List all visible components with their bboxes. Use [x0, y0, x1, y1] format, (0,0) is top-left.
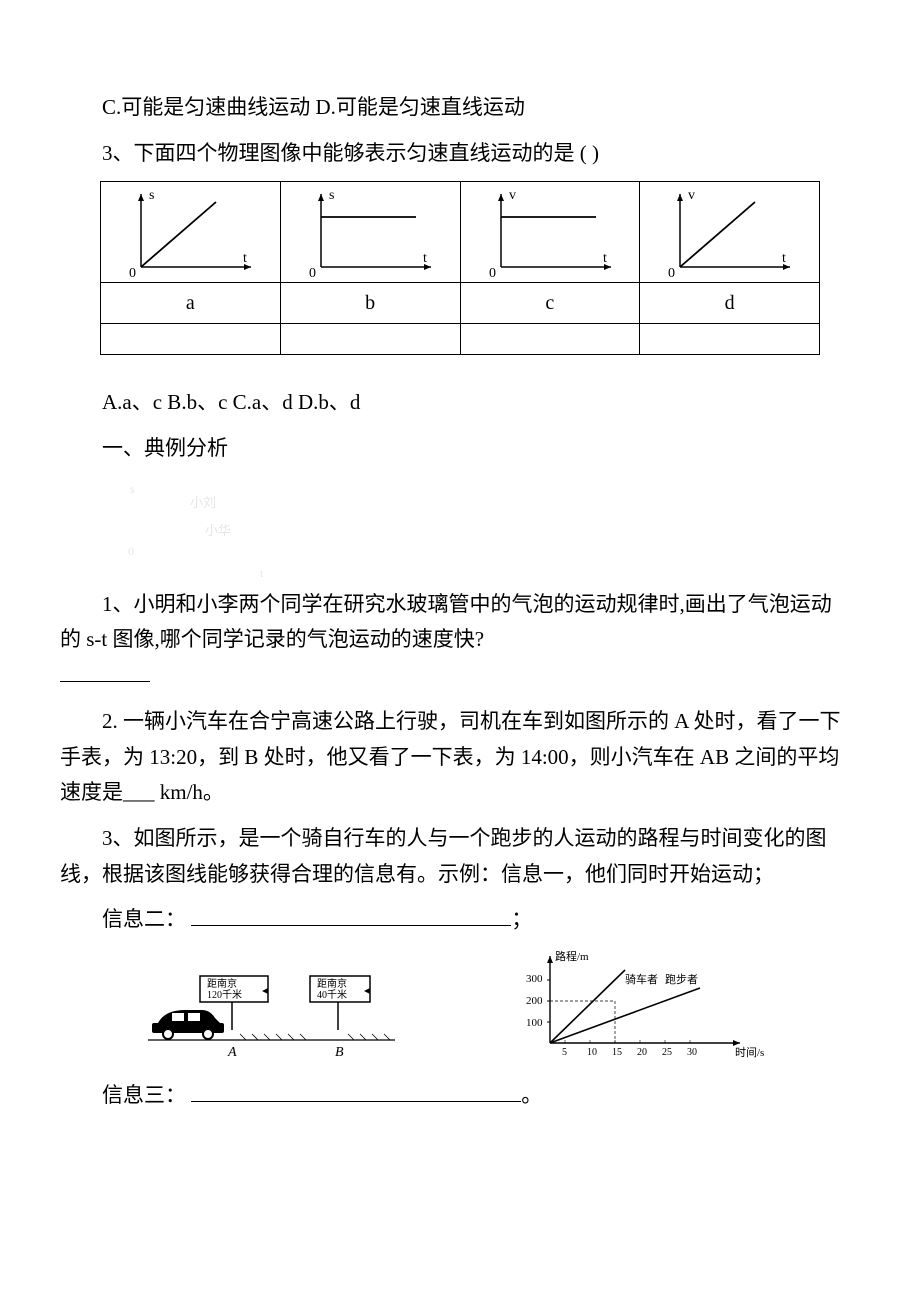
blank-info-2[interactable]	[191, 904, 511, 926]
svg-text:t: t	[423, 251, 427, 266]
svg-text:B: B	[335, 1045, 344, 1060]
question-3: 3、下面四个物理图像中能够表示匀速直线运动的是 ( )	[60, 136, 850, 172]
blank-answer-1[interactable]	[60, 660, 150, 682]
svg-text:40千米: 40千米	[317, 988, 347, 1001]
svg-text:120千米: 120千米	[207, 988, 242, 1001]
road-sign-figure: 距南京 120千米 距南京 40千米	[140, 968, 400, 1068]
svg-text:小刘: 小刘	[190, 495, 216, 510]
option-line-cd: C.可能是匀速曲线运动 D.可能是匀速直线运动	[60, 90, 850, 126]
svg-text:t: t	[603, 251, 607, 266]
info-3-line: 信息三： 。	[60, 1078, 850, 1114]
graph-label-b: b	[280, 283, 460, 324]
svg-text:15: 15	[612, 1047, 622, 1058]
svg-text:100: 100	[526, 1017, 543, 1029]
svg-text:路程/m: 路程/m	[555, 950, 589, 963]
svg-text:距南京: 距南京	[207, 977, 237, 990]
svg-text:A: A	[227, 1045, 237, 1060]
svg-text:时间/s: 时间/s	[735, 1046, 764, 1059]
svg-text:v: v	[688, 188, 695, 203]
svg-text:30: 30	[687, 1047, 697, 1058]
graph-d: v t 0	[640, 182, 810, 282]
section-heading-1: 一、典例分析	[60, 431, 850, 467]
graph-label-a: a	[101, 283, 281, 324]
graph-c: v t 0	[461, 182, 631, 282]
svg-text:v: v	[509, 188, 516, 203]
svg-text:300: 300	[526, 973, 543, 985]
problem-3: 3、如图所示，是一个骑自行车的人与一个跑步的人运动的路程与时间变化的图线，根据该…	[60, 821, 850, 892]
svg-text:t: t	[782, 251, 786, 266]
graph-choice-table: s t 0 s t 0	[100, 181, 820, 355]
svg-text:0: 0	[128, 544, 134, 558]
svg-text:200: 200	[526, 995, 543, 1007]
distance-time-chart: 路程/m 时间/s 300 200 100 5 10 15 20 25 30	[510, 948, 770, 1068]
svg-text:0: 0	[668, 266, 675, 281]
svg-text:25: 25	[662, 1047, 672, 1058]
svg-text:跑步者: 跑步者	[665, 972, 698, 986]
graph-label-c: c	[460, 283, 640, 324]
svg-text:距南京: 距南京	[317, 977, 347, 990]
svg-text:s: s	[130, 482, 135, 496]
problem-2: 2. 一辆小汽车在合宁高速公路上行驶，司机在车到如图所示的 A 处时，看了一下手…	[60, 704, 850, 811]
car-icon	[152, 1010, 224, 1039]
svg-text:0: 0	[489, 266, 496, 281]
options-abcd: A.a、c B.b、c C.a、d D.b、d	[60, 385, 850, 421]
svg-text:20: 20	[637, 1047, 647, 1058]
graph-b: s t 0	[281, 182, 451, 282]
axis-y-label: s	[149, 188, 154, 203]
svg-text:s: s	[329, 188, 334, 203]
blank-info-3[interactable]	[191, 1080, 521, 1102]
graph-a: s t 0	[101, 182, 271, 282]
problem-1: 1、小明和小李两个同学在研究水玻璃管中的气泡的运动规律时,画出了气泡运动的 s-…	[60, 587, 850, 694]
svg-text:t: t	[260, 566, 264, 580]
svg-text:5: 5	[562, 1047, 567, 1058]
svg-text:0: 0	[309, 266, 316, 281]
axis-x-label: t	[243, 251, 247, 266]
watermark-icon: s 小刘 小华 0 t	[120, 477, 850, 587]
graph-label-d: d	[640, 283, 820, 324]
svg-text:小华: 小华	[205, 523, 231, 538]
origin-label: 0	[129, 266, 136, 281]
svg-text:骑车者: 骑车者	[625, 972, 658, 986]
info-2-line: 信息二： ；	[60, 902, 850, 938]
svg-text:10: 10	[587, 1047, 597, 1058]
